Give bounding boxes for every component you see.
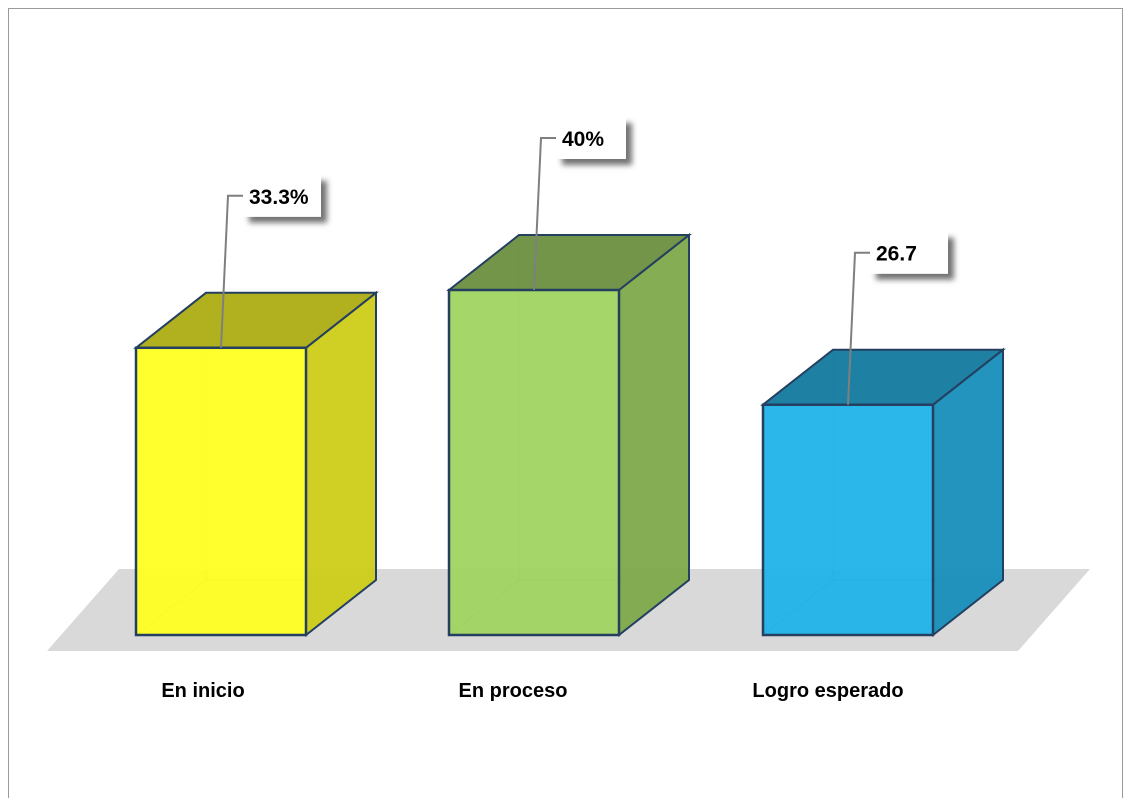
bar-front-face — [134, 346, 308, 637]
data-label-box — [243, 174, 321, 217]
data-label-en-inicio: 33.3% — [220, 174, 321, 348]
data-label-box — [870, 231, 948, 274]
bar-side-face — [618, 232, 690, 638]
data-label-text: 40% — [562, 128, 604, 151]
category-label-en-proceso: En proceso — [459, 680, 568, 702]
category-label-logro-esperado: Logro esperado — [752, 680, 903, 702]
bar-front-face — [447, 288, 621, 637]
leader-line — [533, 137, 558, 291]
data-label-logro-esperado: 26.7 — [847, 231, 948, 405]
bar-en-inicio — [133, 290, 379, 638]
data-label-text: 26.7 — [876, 243, 917, 266]
category-label-en-inicio: En inicio — [161, 680, 244, 702]
leader-line — [220, 194, 245, 348]
data-label-en-proceso: 40% — [533, 117, 626, 291]
bars-layer — [133, 232, 1006, 638]
data-label-text: 33.3% — [249, 186, 309, 209]
bar-front-face — [761, 403, 935, 637]
bar-side-face — [305, 290, 377, 638]
bar-logro-esperado — [760, 347, 1006, 638]
leader-line — [847, 251, 872, 405]
data-label-box — [556, 117, 626, 159]
labels-layer: En inicio 33.3% En proceso 40% Logro esperad… — [161, 117, 948, 702]
bar-en-proceso — [446, 232, 692, 638]
